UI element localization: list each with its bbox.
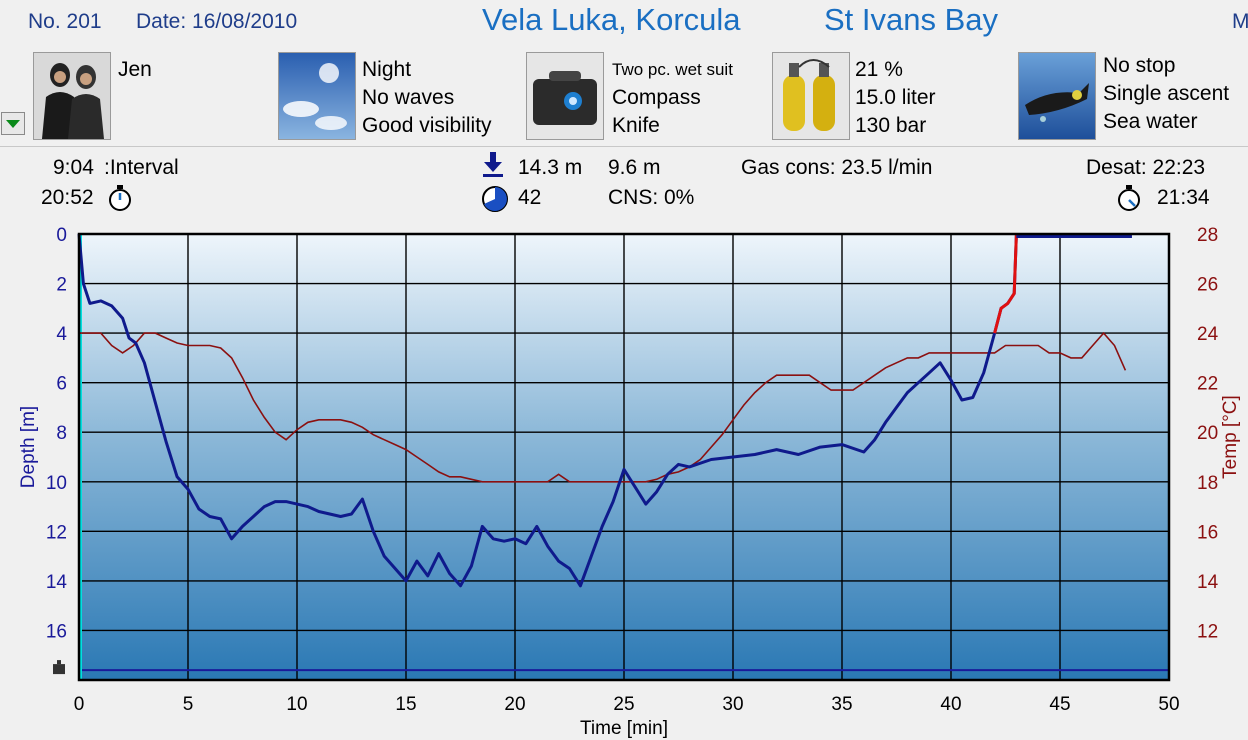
x-tick-label: 10 — [286, 694, 307, 715]
temperature-series-line — [79, 331, 1127, 483]
conditions-line-2: No waves — [362, 86, 455, 109]
diver-photo-icon — [1019, 53, 1095, 139]
cns-value: CNS: 0% — [608, 186, 695, 209]
buddy-photo[interactable] — [33, 52, 111, 140]
max-depth: 14.3 m — [518, 156, 583, 179]
dive-location: Vela Luka, Korcula — [482, 2, 741, 37]
y2-tick-label: 26 — [1197, 275, 1218, 296]
y-tick-label: 2 — [56, 275, 67, 296]
gas-tank-volume: 15.0 liter — [855, 86, 936, 109]
conditions-line-3: Good visibility — [362, 114, 492, 137]
equipment-line-2: Compass — [612, 86, 701, 109]
buddy-name: Jen — [118, 58, 152, 81]
ascent-warning-segment — [993, 233, 1018, 334]
header-overflow-text: M — [1232, 10, 1248, 33]
y2-tick-label: 28 — [1197, 225, 1218, 246]
y-tick-label: 12 — [46, 522, 67, 543]
profile-dropdown-button[interactable] — [1, 112, 25, 135]
anchor-icon — [53, 660, 65, 675]
stopwatch-end-icon — [1118, 185, 1140, 211]
equipment-list: Two pc. wet suit Compass Knife — [612, 56, 733, 140]
y2-tick-label: 16 — [1197, 522, 1218, 543]
entry-time: 20:52 — [41, 186, 94, 209]
x-tick-label: 30 — [722, 694, 743, 715]
exit-time: 21:34 — [1157, 186, 1210, 209]
dive-number: No. 201 — [28, 10, 102, 33]
conditions-line-1: Night — [362, 58, 412, 81]
gas-photo[interactable] — [772, 52, 850, 140]
max-depth-arrow-icon — [483, 152, 503, 177]
y2-axis-label: Temp [°C] — [1220, 395, 1241, 479]
x-tick-label: 20 — [504, 694, 525, 715]
y-tick-label: 6 — [56, 374, 67, 395]
triangle-down-icon — [6, 120, 20, 128]
header-separator — [0, 146, 1248, 147]
y-tick-label: 10 — [46, 473, 67, 494]
stopwatch-start-icon — [109, 185, 131, 211]
x-tick-label: 50 — [1158, 694, 1179, 715]
x-tick-label: 25 — [613, 694, 634, 715]
desaturation-time: Desat: 22:23 — [1086, 156, 1206, 179]
dive-type-line-1: No stop — [1103, 54, 1176, 77]
dive-type-line-2: Single ascent — [1103, 82, 1230, 105]
x-axis-label: Time [min] — [580, 718, 668, 739]
dive-duration-clock-icon — [482, 186, 508, 212]
y2-tick-label: 24 — [1197, 324, 1219, 345]
y2-tick-label: 18 — [1197, 473, 1218, 494]
gas-oxygen-percent: 21 % — [855, 58, 903, 81]
dive-date: Date: 16/08/2010 — [136, 10, 298, 33]
y2-tick-label: 22 — [1197, 374, 1218, 395]
conditions-list: Night No waves Good visibility — [362, 56, 492, 140]
y-tick-label: 0 — [56, 225, 67, 246]
y-tick-label: 16 — [46, 621, 67, 642]
y-tick-label: 14 — [46, 572, 68, 593]
gas-list: 21 % 15.0 liter 130 bar — [855, 56, 936, 140]
gas-consumption: Gas cons: 23.5 l/min — [741, 156, 933, 179]
dive-type-photo[interactable] — [1018, 52, 1096, 140]
dive-type-list: No stop Single ascent Sea water — [1103, 52, 1229, 136]
dive-profile-chart[interactable]: 0 5 10 15 20 25 30 35 40 45 5002468101214162826242… — [0, 222, 1248, 740]
equipment-photo[interactable] — [526, 52, 604, 140]
avg-depth: 9.6 m — [608, 156, 661, 179]
x-tick-label: 5 — [183, 694, 194, 715]
interval-label: :Interval — [104, 156, 179, 179]
x-tick-label: 40 — [940, 694, 961, 715]
x-tick-label: 35 — [831, 694, 852, 715]
depth-series-line — [77, 233, 1018, 588]
y-tick-label: 8 — [56, 423, 67, 444]
sky-photo-icon — [279, 53, 355, 139]
interval-time: 9:04 — [53, 156, 94, 179]
dive-bag-photo-icon — [527, 53, 603, 139]
x-tick-label: 0 — [74, 694, 85, 715]
y-tick-label: 4 — [56, 324, 67, 345]
conditions-photo[interactable] — [278, 52, 356, 140]
x-tick-label: 45 — [1049, 694, 1070, 715]
y2-tick-label: 20 — [1197, 423, 1218, 444]
dive-duration: 42 — [518, 186, 542, 209]
y-axis-label: Depth [m] — [18, 406, 39, 488]
equipment-line-3: Knife — [612, 114, 660, 137]
dive-type-line-3: Sea water — [1103, 110, 1198, 133]
plot-frame — [77, 232, 1171, 682]
tanks-photo-icon — [773, 53, 849, 139]
equipment-line-1: Two pc. wet suit — [612, 60, 733, 79]
divers-photo-icon — [34, 53, 110, 139]
x-tick-label: 15 — [395, 694, 416, 715]
dive-site: St Ivans Bay — [824, 2, 999, 37]
y2-tick-label: 12 — [1197, 621, 1218, 642]
y2-tick-label: 14 — [1197, 572, 1219, 593]
anchor-icon-top — [57, 660, 61, 665]
gas-tank-pressure: 130 bar — [855, 114, 927, 137]
anchor-icon-body — [53, 664, 65, 675]
